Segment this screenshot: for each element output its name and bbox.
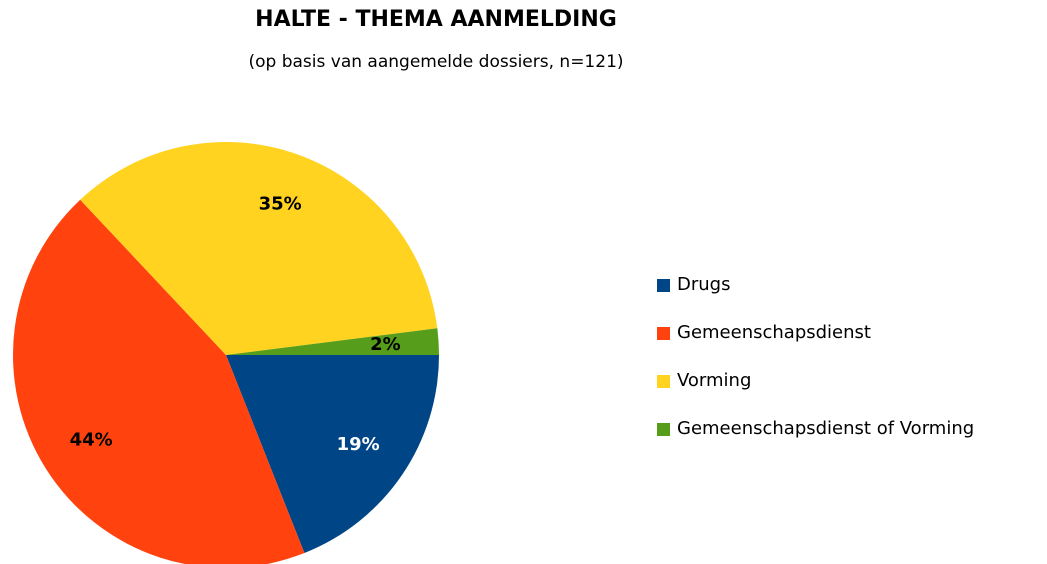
pie-slice (13, 199, 305, 564)
pie-slice (226, 355, 439, 554)
data-label: 2% (370, 334, 401, 355)
legend-swatch (657, 375, 670, 388)
chart-title: HALTE - THEMA AANMELDING (255, 7, 617, 32)
data-label: 35% (259, 194, 302, 215)
legend-swatch (657, 423, 670, 436)
data-label: 44% (70, 430, 113, 451)
legend-label: Vorming (677, 370, 751, 391)
pie-slice (226, 328, 439, 355)
legend-label: Gemeenschapsdienst of Vorming (677, 418, 974, 439)
legend-swatch (657, 327, 670, 340)
chart-subtitle: (op basis van aangemelde dossiers, n=121… (248, 52, 623, 72)
pie-slice (80, 141, 438, 355)
legend-label: Gemeenschapsdienst (677, 322, 871, 343)
legend-label: Drugs (677, 274, 730, 295)
legend-swatch (657, 279, 670, 292)
data-label: 19% (337, 434, 380, 455)
